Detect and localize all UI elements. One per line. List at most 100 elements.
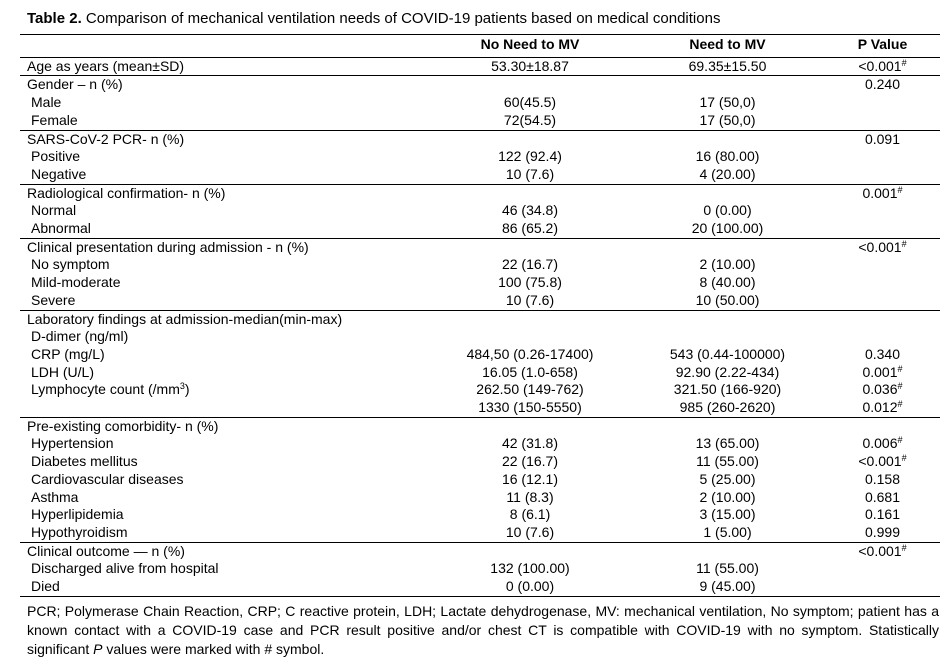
cell-no-need-mv: 8 (6.1) [509, 506, 551, 523]
cell-no-need-mv [430, 309, 630, 329]
significance-mark: # [901, 453, 907, 464]
cell-no-need-mv [430, 416, 630, 436]
p-value-text: 0.999 [864, 523, 901, 540]
row-label: Male [20, 94, 430, 112]
row-label-text: D-dimer (ng/ml) [31, 328, 129, 345]
cell-need-mv: 2 (10.00) [699, 488, 756, 505]
p-value-text: 0.681 [864, 488, 901, 505]
row-label: Mild-moderate [20, 274, 430, 292]
cell-need-mv: 17 (50,0) [699, 94, 756, 111]
cell-p-value [825, 256, 940, 274]
cell-need-mv [630, 541, 825, 561]
table-row: Positive 122 (92.4) 16 (80.00) [20, 148, 940, 166]
table-row: LDH (U/L) 16.05 (1.0-658) 92.90 (2.22-434)… [20, 364, 940, 382]
header-no-need-mv: No Need to MV [430, 34, 630, 58]
cell-need-mv: 5 (25.00) [699, 470, 756, 487]
row-label-text: Hypothyroidism [31, 523, 128, 540]
cell-p-value [825, 202, 940, 220]
row-label: Negative [20, 165, 430, 185]
table-row: Died 0 (0.00) 9 (45.00) [20, 578, 940, 597]
cell-no-need-mv: 0 (0.00) [430, 578, 630, 597]
table-header-row: No Need to MV Need to MV P Value [20, 34, 940, 58]
table-row: Clinical outcome — n (%) <0.001# [20, 541, 940, 561]
row-label: Gender – n (%) [20, 75, 430, 95]
cell-no-need-mv: 16 (12.1) [501, 470, 559, 487]
p-value-text: 0.012 [862, 399, 898, 416]
table-row: Abnormal 86 (65.2) 20 (100.00) [20, 220, 940, 239]
row-label: Laboratory findings at admission-median(… [20, 309, 430, 329]
p-value-text: 0.036 [862, 381, 898, 398]
cell-need-mv [630, 309, 825, 329]
cell-need-mv [630, 183, 825, 203]
row-label: Radiological confirmation- n (%) [20, 183, 430, 203]
table-row: Mild-moderate 100 (75.8) 8 (40.00) [20, 274, 940, 292]
cell-need-mv [630, 328, 825, 346]
row-label-text: Hypertension [31, 435, 114, 452]
table-row: Clinical presentation during admission -… [20, 237, 940, 257]
row-label-text: LDH (U/L) [31, 363, 95, 380]
cell-no-need-mv: 86 (65.2) [430, 220, 630, 239]
row-label: Clinical presentation during admission -… [20, 237, 430, 257]
cell-no-need-mv: 11 (8.3) [506, 488, 554, 505]
row-label-end: ) [184, 381, 190, 398]
table-row: Laboratory findings at admission-median(… [20, 309, 940, 329]
row-label: Hypertension [20, 435, 430, 453]
cell-no-need-mv: 10 (7.6) [430, 523, 630, 543]
cell-no-need-mv [430, 328, 630, 346]
footnote-italic-p: P [93, 641, 103, 657]
cell-need-mv [630, 129, 825, 149]
cell-no-need-mv: 10 (7.6) [430, 165, 630, 185]
row-label: Hyperlipidemia [20, 506, 430, 524]
cell-need-mv: 17 (50,0) [630, 111, 825, 131]
row-label: LDH (U/L) [20, 364, 430, 382]
table-row: Discharged alive from hospital 132 (100.0… [20, 560, 940, 578]
cell-p-value: 0.240 [825, 75, 940, 95]
row-label-text: Lymphocyte count (/mm [31, 381, 180, 398]
cell-p-value: 0.091 [825, 129, 940, 149]
row-label-text: Hyperlipidemia [31, 506, 124, 523]
table-row: Hypothyroidism 10 (7.6) 1 (5.00) 0.999 [20, 523, 940, 543]
row-label: Abnormal [20, 220, 430, 239]
row-label-text: Died [31, 578, 60, 595]
row-label: Severe [20, 291, 430, 311]
row-label: Female [20, 111, 430, 131]
table-row: Male 60(45.5) 17 (50,0) [20, 94, 940, 112]
cell-need-mv: 13 (65.00) [695, 435, 760, 452]
row-label-text: Age as years (mean±SD) [27, 57, 185, 74]
header-need-mv: Need to MV [630, 34, 825, 58]
p-value-text: <0.001 [858, 57, 902, 74]
cell-p-value [825, 309, 940, 329]
footnote-part2: values were marked with # symbol. [102, 641, 325, 657]
cell-p-value [825, 94, 940, 112]
row-label: D-dimer (ng/ml) [20, 328, 430, 346]
table-row: Age as years (mean±SD) 53.30±18.87 69.35±1… [20, 56, 940, 77]
row-label-text: Positive [31, 148, 81, 165]
cell-need-mv: 10 (50.00) [630, 291, 825, 311]
row-label-text: Asthma [31, 488, 79, 505]
cell-p-value [825, 111, 940, 131]
p-value-text: 0.240 [864, 76, 901, 93]
p-value-text: 0.091 [864, 130, 901, 147]
significance-mark: # [897, 435, 903, 446]
footnote-part1: PCR; Polymerase Chain Reaction, CRP; C r… [27, 603, 939, 657]
cell-p-value: 0.001# [825, 183, 940, 203]
significance-mark: # [901, 238, 907, 249]
row-label-text: Laboratory findings at admission-median(… [27, 310, 343, 327]
cell-p-value [825, 148, 940, 166]
cell-p-value: 0.036# [825, 381, 940, 399]
table-row: Diabetes mellitus 22 (16.7) 11 (55.00) <0.0… [20, 453, 940, 471]
row-label-text: Male [31, 94, 62, 111]
table-row: Gender – n (%) 0.240 [20, 75, 940, 95]
cell-no-need-mv [430, 183, 630, 203]
cell-p-value: 0.006# [825, 435, 940, 453]
row-label: Lymphocyte count (/mm3) [20, 381, 430, 399]
cell-need-mv: 985 (260-2620) [630, 399, 825, 418]
row-label-text: Cardiovascular diseases [31, 470, 184, 487]
table-row: Normal 46 (34.8) 0 (0.00) [20, 202, 940, 220]
row-label-text: Discharged alive from hospital [31, 560, 219, 577]
row-label-text: Clinical outcome — n (%) [27, 542, 185, 559]
cell-no-need-mv: 46 (34.8) [501, 202, 559, 219]
table-row: Hypertension 42 (31.8) 13 (65.00) 0.006# [20, 435, 940, 453]
p-value-text: 0.161 [864, 506, 901, 523]
